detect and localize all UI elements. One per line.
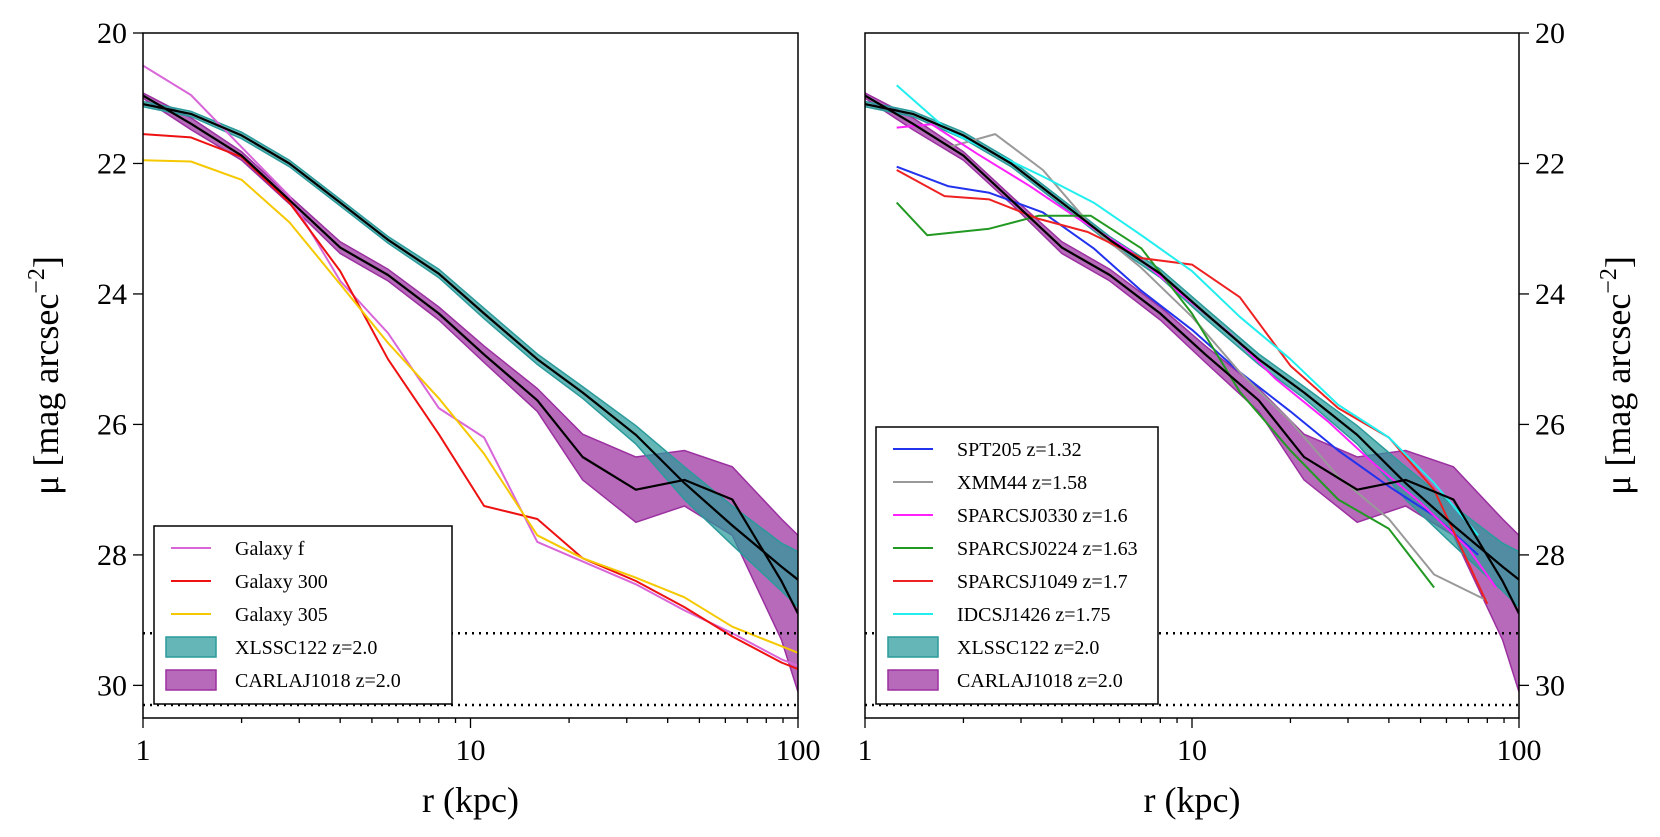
x-axis-label: r (kpc) [1144,780,1241,820]
x-tick-label: 10 [456,734,486,767]
legend-label: Galaxy f [235,538,305,560]
legend-swatch-patch [165,669,217,691]
legend-entry-sparcsj0330: SPARCSJ0330 z=1.6 [893,505,1128,527]
y-tick-label: 26 [1535,408,1565,441]
legend-label: SPARCSJ1049 z=1.7 [957,571,1128,593]
y-axis-label-main: μ [mag arcsec [1598,294,1638,495]
y-axis-label-close: ] [26,256,66,268]
series-line-galaxy-300 [143,133,798,671]
legend-swatch-patch [887,636,939,658]
legend-box [875,426,1159,705]
series-line-xlssc122-median [143,103,798,581]
y-tick-label: 20 [97,17,127,50]
legend-label: Galaxy 300 [235,571,328,593]
y-axis-label-close: ] [1598,256,1638,268]
x-tick-label: 10 [1177,734,1207,767]
y-axis-label-main: μ [mag arcsec [26,294,66,495]
series-line-carlaj1018-median [143,94,798,615]
legend: Galaxy f Galaxy 300 Galaxy 305 XLSSC122 z=2… [153,525,453,705]
legend-label: SPARCSJ0330 z=1.6 [957,505,1128,527]
x-tick-label: 1 [858,734,873,767]
series-line-xmm44-z-1-58 [948,133,1488,602]
series-line-sparcsj0224-z-1-63 [895,201,1435,589]
legend-label: SPT205 z=1.32 [957,439,1082,461]
legend-label: CARLAJ1018 z=2.0 [235,670,401,692]
legend-label: Galaxy 305 [235,604,328,626]
y-axis-label-exponent: −2 [1596,268,1622,294]
y-tick-label: 28 [97,539,127,572]
plot-area [865,84,1519,707]
legend-swatch-patch [165,636,217,658]
series-line-carlaj1018-median [865,94,1519,615]
legend-label: CARLAJ1018 z=2.0 [957,670,1123,692]
legend-swatch-patch [887,669,939,691]
legend-entry-xlssc122: XLSSC122 z=2.0 [887,636,1099,659]
legend-label: XLSSC122 z=2.0 [957,637,1099,659]
x-tick-label: 100 [776,734,821,767]
band-carlaj1018 [143,92,798,693]
series-line-galaxy-305 [143,159,798,654]
y-tick-label: 22 [1535,147,1565,180]
legend-label: XLSSC122 z=2.0 [235,637,377,659]
legend-entry-galaxy: Galaxy f [171,538,305,560]
y-tick-label: 30 [97,669,127,702]
y-axis-label: μ [mag arcsec−2] [24,256,66,495]
legend-entry-sparcsj1049: SPARCSJ1049 z=1.7 [893,571,1128,593]
y-axis-label-exponent: −2 [24,268,50,294]
y-tick-label: 22 [97,147,127,180]
x-tick-label: 100 [1497,734,1542,767]
legend-entry-sparcsj0224: SPARCSJ0224 z=1.63 [893,538,1138,560]
y-tick-label: 30 [1535,669,1565,702]
legend-label: XMM44 z=1.58 [957,472,1087,494]
legend-entry-galaxy: Galaxy 300 [171,571,328,593]
band-carlaj1018 [865,92,1519,693]
legend-entry-idcsj1426: IDCSJ1426 z=1.75 [893,604,1111,626]
y-tick-label: 26 [97,408,127,441]
y-tick-label: 24 [1535,278,1565,311]
series-line-xlssc122-median [865,103,1519,581]
y-axis-label: μ [mag arcsec−2] [1596,256,1638,495]
y-tick-label: 24 [97,278,127,311]
plot-area [143,64,798,707]
legend: SPT205 z=1.32 XMM44 z=1.58 SPARCSJ0330 z=1… [875,426,1159,705]
legend-entry-galaxy: Galaxy 305 [171,604,328,626]
band-xlssc122 [143,100,798,609]
series-line-spt205-z-1-32 [896,165,1479,556]
legend-label: SPARCSJ0224 z=1.63 [957,538,1138,560]
legend-entry-spt205: SPT205 z=1.32 [893,439,1082,461]
y-tick-label: 20 [1535,17,1565,50]
legend-entry-carlaj1018: CARLAJ1018 z=2.0 [887,669,1123,692]
y-tick-label: 28 [1535,539,1565,572]
legend-label: IDCSJ1426 z=1.75 [957,604,1111,626]
legend-entry-carlaj1018: CARLAJ1018 z=2.0 [165,669,401,692]
panel-left: 1 10 100 20 22 24 26 28 30 r (kpc) μ [mag arcsec−2… [24,17,821,820]
x-tick-label: 1 [136,734,151,767]
legend-entry-xmm44: XMM44 z=1.58 [893,472,1087,494]
x-axis-label: r (kpc) [422,780,519,820]
panel-right: 1 10 100 20 22 24 26 28 30 r (kpc) μ [mag arcsec−2… [858,17,1639,820]
legend-entry-xlssc122: XLSSC122 z=2.0 [165,636,377,659]
